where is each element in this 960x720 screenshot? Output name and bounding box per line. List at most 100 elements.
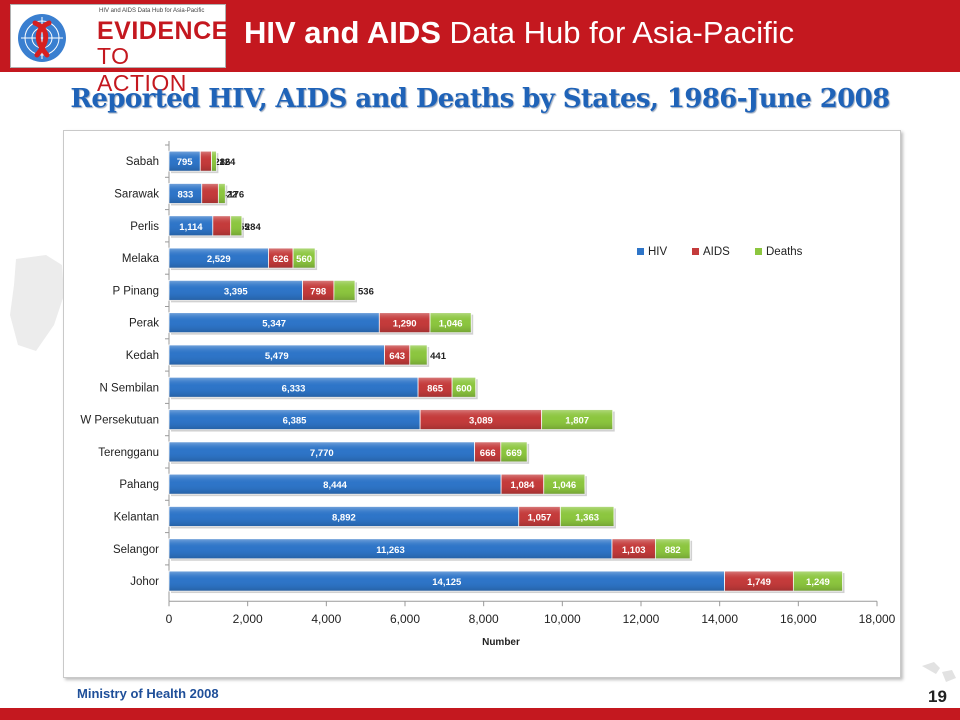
- bar-aids-shine: [420, 409, 542, 430]
- bar-value-label: 1,290: [393, 319, 417, 330]
- bar-hiv-shine: [169, 377, 419, 398]
- x-tick-label: 16,000: [780, 612, 817, 626]
- bar-hiv-shine: [169, 248, 269, 269]
- bar-hiv-shine: [169, 280, 303, 301]
- bar-hiv-shine: [169, 538, 613, 559]
- header-title-rest: Data Hub for Asia-Pacific: [440, 15, 795, 50]
- bar-hiv-shine: [169, 215, 213, 236]
- footer-bar: [0, 708, 960, 720]
- x-axis-title: Number: [482, 637, 520, 648]
- logo-caption: HIV and AIDS Data Hub for Asia-Pacific: [99, 8, 205, 14]
- category-label: Sabah: [126, 156, 159, 168]
- legend-label: HIV: [648, 246, 668, 258]
- bar-hiv-shine: [169, 312, 380, 333]
- bar-aids-shine: [201, 183, 219, 204]
- evidence-to-action-logo: HIV and AIDS Data Hub for Asia-Pacific E…: [10, 4, 229, 96]
- header-title: HIV and AIDS Data Hub for Asia-Pacific: [244, 15, 794, 51]
- un-emblem-icon: [18, 14, 66, 62]
- category-label: P Pinang: [113, 285, 159, 297]
- bar-hiv-shine: [169, 506, 519, 527]
- source-note: Ministry of Health 2008: [77, 686, 219, 701]
- category-label: Pahang: [119, 479, 159, 491]
- bar-hiv-shine: [169, 409, 421, 430]
- category-label: Terengganu: [98, 447, 159, 459]
- bar-deaths-shine: [541, 409, 613, 430]
- category-label: Kedah: [126, 350, 159, 362]
- category-label: N Sembilan: [100, 382, 159, 394]
- legend-label: Deaths: [766, 246, 803, 258]
- bar-value-label: 536: [358, 286, 374, 297]
- bar-value-label: 441: [430, 351, 447, 362]
- bar-value-label: 6,385: [283, 416, 307, 427]
- x-tick-label: 8,000: [469, 612, 499, 626]
- x-tick-label: 6,000: [390, 612, 420, 626]
- bar-deaths-shine: [430, 312, 472, 333]
- bar-value-label: 8,892: [332, 512, 356, 523]
- bar-value-label: 11,263: [376, 545, 405, 556]
- bar-value-label: 795: [177, 157, 194, 168]
- bar-aids-shine: [384, 344, 410, 365]
- bar-deaths-shine: [793, 571, 843, 592]
- x-tick-label: 14,000: [701, 612, 738, 626]
- bar-hiv-shine: [169, 474, 502, 495]
- bar-value-label: 176: [228, 189, 244, 200]
- x-tick-label: 4,000: [311, 612, 341, 626]
- category-label: Selangor: [113, 544, 159, 556]
- bar-hiv-shine: [169, 151, 201, 172]
- bar-value-label: 5,479: [265, 351, 289, 362]
- bar-deaths-shine: [230, 215, 242, 236]
- corner-map-icon: [922, 662, 956, 682]
- bar-deaths-shine: [333, 280, 356, 301]
- x-tick-label: 0: [166, 612, 173, 626]
- bar-value-label: 666: [480, 448, 496, 459]
- bar-value-label: 833: [177, 189, 193, 200]
- bar-value-label: 798: [310, 286, 326, 297]
- bar-value-label: 1,363: [575, 512, 599, 523]
- bar-aids-shine: [518, 506, 561, 527]
- bar-aids-shine: [612, 538, 656, 559]
- page-number: 19: [928, 687, 947, 706]
- bar-value-label: 5,347: [262, 319, 286, 330]
- bar-value-label: 14,125: [432, 577, 462, 588]
- background-map-icon: [10, 255, 64, 351]
- category-label: Perak: [129, 318, 159, 330]
- bar-deaths-shine: [452, 377, 476, 398]
- bar-deaths-shine: [500, 441, 528, 462]
- category-label: Johor: [130, 576, 159, 588]
- bar-value-label: 422: [221, 189, 237, 200]
- bar-value-label: 6,333: [282, 383, 306, 394]
- bar-value-label: 643: [389, 351, 405, 362]
- bar-deaths-shine: [218, 183, 226, 204]
- bar-value-label: 1,807: [565, 416, 589, 427]
- header-title-bold: HIV and AIDS: [244, 15, 441, 50]
- bar-aids-shine: [379, 312, 431, 333]
- x-tick-label: 2,000: [233, 612, 263, 626]
- legend-label: AIDS: [703, 246, 730, 258]
- bar-deaths-shine: [560, 506, 614, 527]
- category-label: Sarawak: [114, 188, 159, 200]
- bar-deaths-shine: [293, 248, 316, 269]
- bar-value-label: 1,749: [747, 577, 771, 588]
- bar-aids-shine: [418, 377, 453, 398]
- bar-aids-shine: [302, 280, 334, 301]
- bar-value-label: 1,103: [622, 545, 646, 556]
- bar-value-label: 7,770: [310, 448, 334, 459]
- bar-value-label: 669: [506, 448, 522, 459]
- bar-value-label: 1,057: [528, 512, 552, 523]
- legend-swatch: [692, 248, 699, 255]
- bar-value-label: 865: [427, 383, 444, 394]
- bar-deaths-shine: [211, 151, 217, 172]
- category-label: Kelantan: [114, 511, 159, 523]
- category-label: W Persekutuan: [80, 415, 159, 427]
- slide-title: Reported HIV, AIDS and Deaths by States,…: [70, 84, 890, 114]
- bar-hiv-shine: [169, 344, 385, 365]
- bar-aids-shine: [212, 215, 231, 236]
- chart-frame: 0 2,000 4,000 6,000 8,000 10,000 12,000 14,000 1…: [63, 130, 901, 678]
- legend-swatch: [637, 248, 644, 255]
- logo-evidence-text: EVIDENCE: [97, 17, 229, 45]
- bar-value-label: 3,089: [469, 416, 493, 427]
- bar-value-label: 1,046: [552, 480, 576, 491]
- bar-value-label: 3,395: [224, 286, 248, 297]
- logo-to-action-text: TO ACTION: [97, 43, 187, 96]
- bar-value-label: 124: [219, 157, 236, 168]
